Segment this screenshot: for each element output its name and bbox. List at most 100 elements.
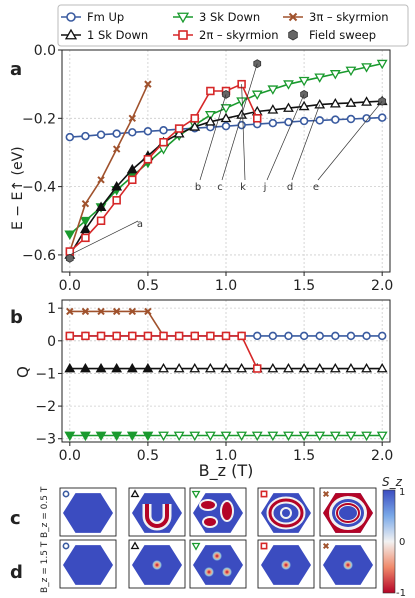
x-tick-label-a: 0.0: [59, 278, 81, 294]
snapshot-marker: [62, 542, 70, 550]
data-point-1-sk-down-a: [345, 97, 357, 107]
legend-marker-field-sweep: [288, 29, 298, 41]
data-point-fm-up-b: [315, 331, 324, 341]
y-axis-label-a: E − E↑ (eV): [10, 146, 26, 230]
data-point-1-sk-down-b: [126, 362, 138, 373]
x-tick-label-b: 2.0: [371, 448, 393, 464]
snapshot-d-3: [189, 539, 247, 589]
legend-marker-fm-up: [66, 12, 76, 22]
data-point-2-skyrmion-b: [143, 331, 153, 341]
snapshot-d-2: [128, 539, 186, 589]
skyrmion-core: [222, 502, 232, 520]
data-point-1-sk-down-a: [267, 104, 279, 114]
data-point-3-sk-down-b: [329, 431, 341, 442]
y-tick-label-b: −2: [35, 399, 56, 415]
data-point-fm-up-b: [299, 331, 309, 341]
data-point-fm-up-b: [346, 331, 356, 341]
inner-ring: [336, 503, 360, 523]
data-point-3-sk-down-b: [345, 431, 357, 442]
panel-a: 0.0 0.5 1.0 1.5 2.0 −0.6 −0.4 −0.2 0.0 E − E↑ (eV…: [10, 43, 393, 294]
x-tick-label-a: 1.5: [293, 278, 315, 294]
data-point-3-skyrmion-b-stroke: [66, 307, 74, 316]
sz-tick-top: 1: [399, 487, 405, 498]
data-point-3-skyrmion-b-stroke: [128, 307, 137, 316]
sz-colorbar-gradient: [382, 489, 396, 594]
data-point-3-skyrmion-b-stroke: [112, 307, 121, 316]
data-point-3-skyrmion-b: [66, 307, 74, 316]
ring-core: [268, 498, 304, 528]
data-point-1-sk-down-b: [95, 362, 107, 373]
annotation-leader-e: [317, 101, 383, 181]
data-point-3-skyrmion-b: [81, 307, 90, 316]
data-point-1-sk-down-a: [189, 121, 201, 131]
y-tick-label-a: 0.0: [34, 43, 56, 59]
data-point-1-sk-down-b: [267, 362, 279, 373]
data-point-2-skyrmion-b: [159, 331, 168, 341]
snapshot-marker: [130, 541, 140, 550]
snapshot-marker-stroke: [322, 490, 330, 498]
data-point-fm-up-b: [377, 331, 387, 341]
legend-marker-3-skyrmion: [288, 12, 298, 22]
legend-marker-2-skyrmion: [178, 30, 188, 40]
data-point-3-sk-down-b: [283, 431, 294, 442]
data-point-3-sk-down-a: [329, 70, 341, 80]
data-point-3-sk-down-b: [204, 431, 216, 442]
data-point-3-skyrmion-a: [128, 114, 137, 123]
snapshot-marker: [260, 490, 268, 498]
legend-label-2-skyrmion: 2π – skyrmion: [199, 28, 279, 42]
data-point-fm-up-a: [65, 132, 75, 142]
data-point-3-skyrmion-a-stroke: [81, 199, 90, 208]
data-point-3-sk-down-a: [376, 59, 388, 70]
annotation-leader-k: [241, 84, 246, 181]
x-tick-label-a: 0.5: [137, 278, 159, 294]
data-point-fm-up-b: [252, 331, 262, 341]
legend-frame: [57, 4, 409, 47]
legend-marker-3-skyrmion-stroke: [288, 12, 298, 22]
data-point-3-skyrmion-b: [97, 307, 105, 316]
annotation-e: e: [313, 182, 319, 193]
legend-label-3-skyrmion: 3π – skyrmion: [309, 10, 389, 24]
data-point-3-sk-down-a: [267, 85, 279, 95]
snapshot-c-4: [257, 487, 315, 537]
data-point-3-sk-down-b: [126, 431, 138, 442]
data-point-3-sk-down-a: [80, 216, 91, 227]
data-point-fm-up-a: [299, 116, 309, 126]
center: [344, 509, 352, 517]
data-point-field-sweep-a: [253, 59, 262, 69]
data-point-2-skyrmion-a: [112, 196, 121, 205]
data-point-3-sk-down-b: [376, 431, 388, 442]
snapshot-c-2: [128, 487, 186, 537]
data-point-field-sweep-a: [65, 253, 74, 263]
data-point-1-sk-down-a: [361, 96, 372, 106]
data-point-3-sk-down-b: [236, 431, 248, 442]
skyrmion-u-core: [145, 504, 169, 528]
data-point-3-sk-down-b: [361, 431, 372, 442]
data-point-fm-up-a: [362, 114, 371, 123]
y-axis-label-b: Q: [14, 366, 32, 378]
legend-label-3-sk-down: 3 Sk Down: [199, 10, 260, 24]
x-tick-label-a: 1.0: [215, 278, 237, 294]
data-point-2-skyrmion-b: [190, 331, 200, 341]
data-point-3-skyrmion-a-stroke: [128, 114, 137, 123]
data-point-1-sk-down-b: [204, 362, 216, 373]
data-point-3-sk-down-a: [236, 97, 248, 107]
data-point-fm-up-a: [315, 116, 324, 125]
data-point-3-sk-down-a: [204, 111, 216, 121]
series-line-2-skyrmion-a: [69, 83, 258, 253]
data-point-1-sk-down-a: [126, 163, 138, 174]
legend-marker-1-sk-down: [64, 28, 78, 40]
snapshot-marker: [130, 489, 140, 498]
annotation-leader-c: [221, 63, 258, 181]
series-line-3-skyrmion-a: [69, 83, 149, 252]
data-point-3-skyrmion-b: [144, 307, 152, 316]
panel-label-d: d: [10, 562, 23, 583]
data-point-3-skyrmion-a-stroke: [97, 176, 105, 184]
data-point-fm-up-a: [331, 115, 340, 124]
data-point-1-sk-down-b: [189, 362, 201, 373]
data-point-3-sk-down-b: [220, 431, 232, 442]
y-tick-label-b: −1: [35, 366, 56, 382]
data-point-3-sk-down-a: [361, 63, 372, 73]
data-point-2-skyrmion-a: [190, 114, 200, 123]
row-label-d: B_z = 1.5 T: [40, 541, 50, 593]
annotation-c: c: [217, 182, 223, 193]
